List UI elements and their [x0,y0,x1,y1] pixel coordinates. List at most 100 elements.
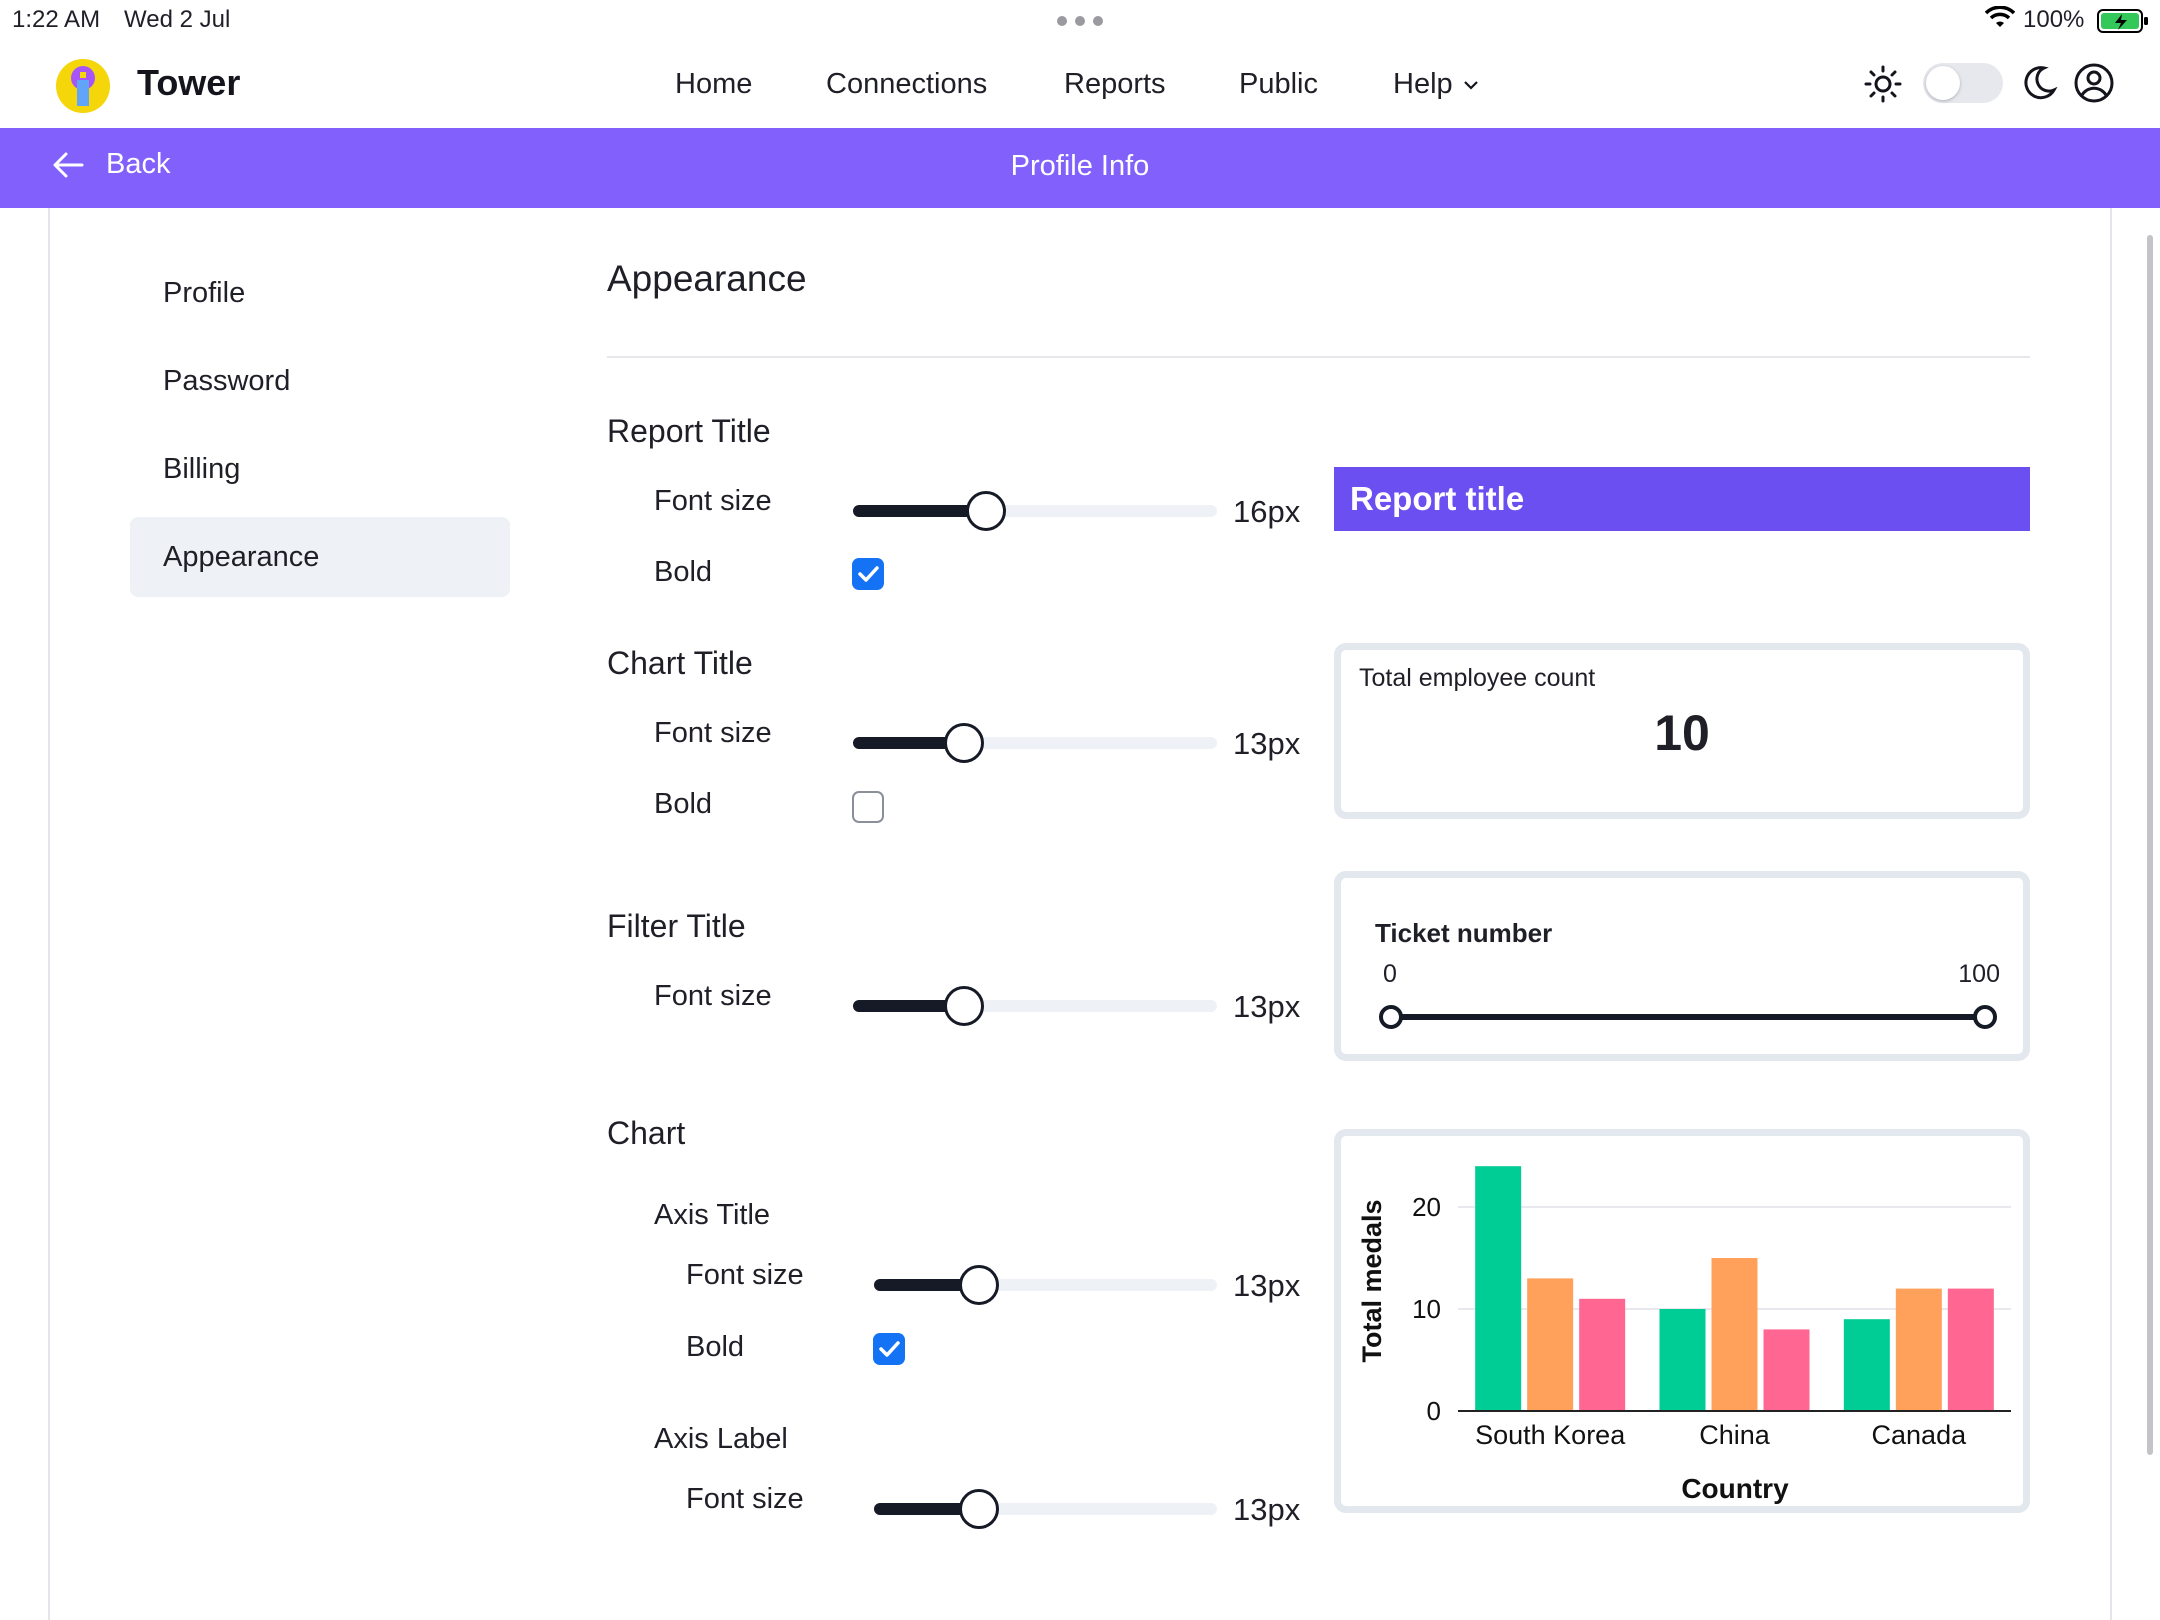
bar [1579,1298,1626,1411]
slider-thumb[interactable] [966,491,1007,531]
back-label: Back [106,148,171,180]
axis-label-font-slider[interactable] [874,1489,1217,1529]
range-thumb-max[interactable] [1973,1005,1997,1029]
kpi-card-preview: Total employee count 10 [1334,643,2030,819]
status-time: 1:22 AM [12,6,101,33]
axis-title-font-slider[interactable] [874,1265,1217,1305]
chevron-down-icon [1463,80,1478,90]
slider-thumb[interactable] [958,1265,999,1305]
tower-logo[interactable] [55,58,111,114]
page-title: Profile Info [1010,150,1150,182]
axis-label-font-label: Font size [686,1483,804,1515]
nav-home[interactable]: Home [675,68,753,100]
checkmark-icon [858,566,879,582]
chart-section: Chart [607,1115,686,1151]
axis-title-font-label: Font size [686,1259,804,1291]
multitasking-dots-icon[interactable] [1057,16,1103,26]
axis-title-bold-checkbox[interactable] [873,1333,905,1365]
divider [607,356,2030,358]
kpi-label: Total employee count [1359,664,1596,692]
back-button[interactable]: Back [52,148,170,181]
sun-icon[interactable] [1863,64,1903,104]
bar [1527,1278,1574,1411]
kpi-value: 10 [1654,705,1710,761]
filter-max: 100 [1958,960,2000,988]
report-title-bold-checkbox[interactable] [852,558,884,590]
y-axis-title: Total medals [1357,1199,1387,1362]
chart-preview: 0 10 20 South Korea China Canada Total medal… [1334,1129,2030,1513]
slider-thumb[interactable] [943,723,984,763]
filter-label: Ticket number [1375,918,1553,948]
report-title-section: Report Title [607,413,771,449]
bar [1763,1329,1810,1411]
status-date: Wed 2 Jul [124,6,231,33]
nav-help-label: Help [1393,68,1453,100]
moon-icon[interactable] [2018,62,2058,102]
sidebar-item-billing[interactable]: Billing [163,453,241,485]
chart-title-font-value: 13px [1233,726,1301,761]
profile-header-bar: Back Profile Info [0,128,2160,208]
y-tick-label: 10 [1412,1294,1441,1324]
range-thumb-min[interactable] [1379,1005,1403,1029]
report-title-font-label: Font size [654,485,772,517]
axis-title-font-value: 13px [1233,1268,1301,1303]
axis-title-bold-label: Bold [686,1331,745,1363]
nav-public[interactable]: Public [1239,68,1318,100]
bar [1895,1288,1942,1411]
filter-min: 0 [1383,960,1397,988]
axis-label-label: Axis Label [654,1423,788,1455]
arrow-left-icon [53,152,84,177]
filter-title-font-label: Font size [654,980,772,1012]
bar [1711,1258,1758,1411]
user-account-icon[interactable] [2073,62,2115,104]
scrollbar[interactable] [2147,235,2153,1455]
report-title-font-value: 16px [1233,494,1301,529]
top-navigation: Tower Home Connections Reports Public He… [0,40,2160,128]
y-tick-label: 20 [1412,1192,1441,1222]
chart-title-section: Chart Title [607,645,753,681]
section-heading: Appearance [607,258,807,299]
axis-label-font-value: 13px [1233,1492,1301,1527]
theme-toggle[interactable] [1923,63,2003,103]
report-title-bold-label: Bold [654,556,713,588]
nav-help[interactable]: Help [1393,68,1479,101]
x-tick-label: China [1699,1420,1771,1450]
report-title-preview: Report title [1334,467,2030,531]
battery-percent: 100% [2023,6,2085,33]
bar-chart: 0 10 20 South Korea China Canada Total medal… [1357,1166,2011,1504]
checkmark-icon [879,1341,900,1357]
nav-reports[interactable]: Reports [1064,68,1166,100]
bar [1843,1319,1890,1411]
sidebar-item-appearance[interactable]: Appearance [130,517,510,597]
filter-card-preview: Ticket number 0 100 [1334,871,2030,1061]
range-track [1391,1014,1983,1020]
content-border-left [48,208,50,1620]
content-border-right [2110,208,2112,1620]
status-bar: 1:22 AM Wed 2 Jul 100% [0,0,2160,40]
axis-title-label: Axis Title [654,1199,771,1231]
filter-title-section: Filter Title [607,908,746,944]
battery-icon [2097,9,2148,33]
y-tick-label: 0 [1427,1396,1441,1426]
x-tick-label: Canada [1872,1420,1968,1450]
x-axis-title: Country [1681,1473,1789,1504]
report-title-font-slider[interactable] [853,491,1217,531]
slider-thumb[interactable] [958,1489,999,1529]
sidebar-item-password[interactable]: Password [163,365,291,397]
bar [1659,1309,1706,1411]
sidebar-item-profile[interactable]: Profile [163,277,246,309]
toggle-knob [1926,66,1960,100]
nav-connections[interactable]: Connections [826,68,988,100]
slider-thumb[interactable] [943,986,984,1026]
bar [1947,1288,1994,1411]
chart-title-font-slider[interactable] [853,723,1217,763]
brand-name[interactable]: Tower [137,62,241,103]
chart-title-bold-checkbox[interactable] [852,791,884,823]
bar [1475,1166,1522,1411]
filter-title-font-slider[interactable] [853,986,1217,1026]
filter-title-font-value: 13px [1233,989,1301,1024]
x-tick-label: South Korea [1475,1420,1626,1450]
wifi-icon [1985,6,2015,27]
chart-title-bold-label: Bold [654,788,713,820]
chart-title-font-label: Font size [654,717,772,749]
